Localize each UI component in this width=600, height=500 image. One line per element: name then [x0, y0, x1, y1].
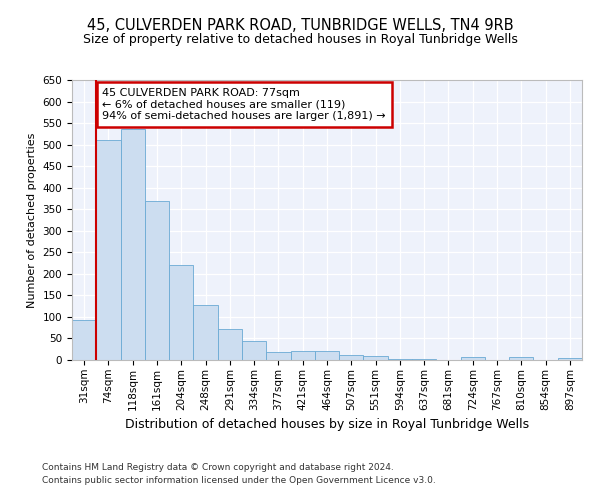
Bar: [364, 356, 388, 360]
Bar: [290, 351, 315, 360]
Text: Contains HM Land Registry data © Crown copyright and database right 2024.: Contains HM Land Registry data © Crown c…: [42, 464, 394, 472]
Bar: [193, 305, 218, 360]
Text: Size of property relative to detached houses in Royal Tunbridge Wells: Size of property relative to detached ho…: [83, 32, 517, 46]
Text: 45, CULVERDEN PARK ROAD, TUNBRIDGE WELLS, TN4 9RB: 45, CULVERDEN PARK ROAD, TUNBRIDGE WELLS…: [86, 18, 514, 32]
Bar: [461, 358, 485, 360]
Bar: [121, 128, 145, 360]
Bar: [169, 265, 193, 360]
Y-axis label: Number of detached properties: Number of detached properties: [27, 132, 37, 308]
Bar: [218, 330, 242, 360]
Text: Contains public sector information licensed under the Open Government Licence v3: Contains public sector information licen…: [42, 476, 436, 485]
Bar: [315, 351, 339, 360]
Bar: [145, 202, 169, 360]
Bar: [339, 355, 364, 360]
Bar: [509, 358, 533, 360]
Text: 45 CULVERDEN PARK ROAD: 77sqm
← 6% of detached houses are smaller (119)
94% of s: 45 CULVERDEN PARK ROAD: 77sqm ← 6% of de…: [103, 88, 386, 121]
Bar: [72, 320, 96, 360]
Bar: [266, 352, 290, 360]
Bar: [388, 358, 412, 360]
Bar: [96, 140, 121, 360]
Bar: [412, 359, 436, 360]
Bar: [242, 342, 266, 360]
Bar: [558, 358, 582, 360]
X-axis label: Distribution of detached houses by size in Royal Tunbridge Wells: Distribution of detached houses by size …: [125, 418, 529, 431]
